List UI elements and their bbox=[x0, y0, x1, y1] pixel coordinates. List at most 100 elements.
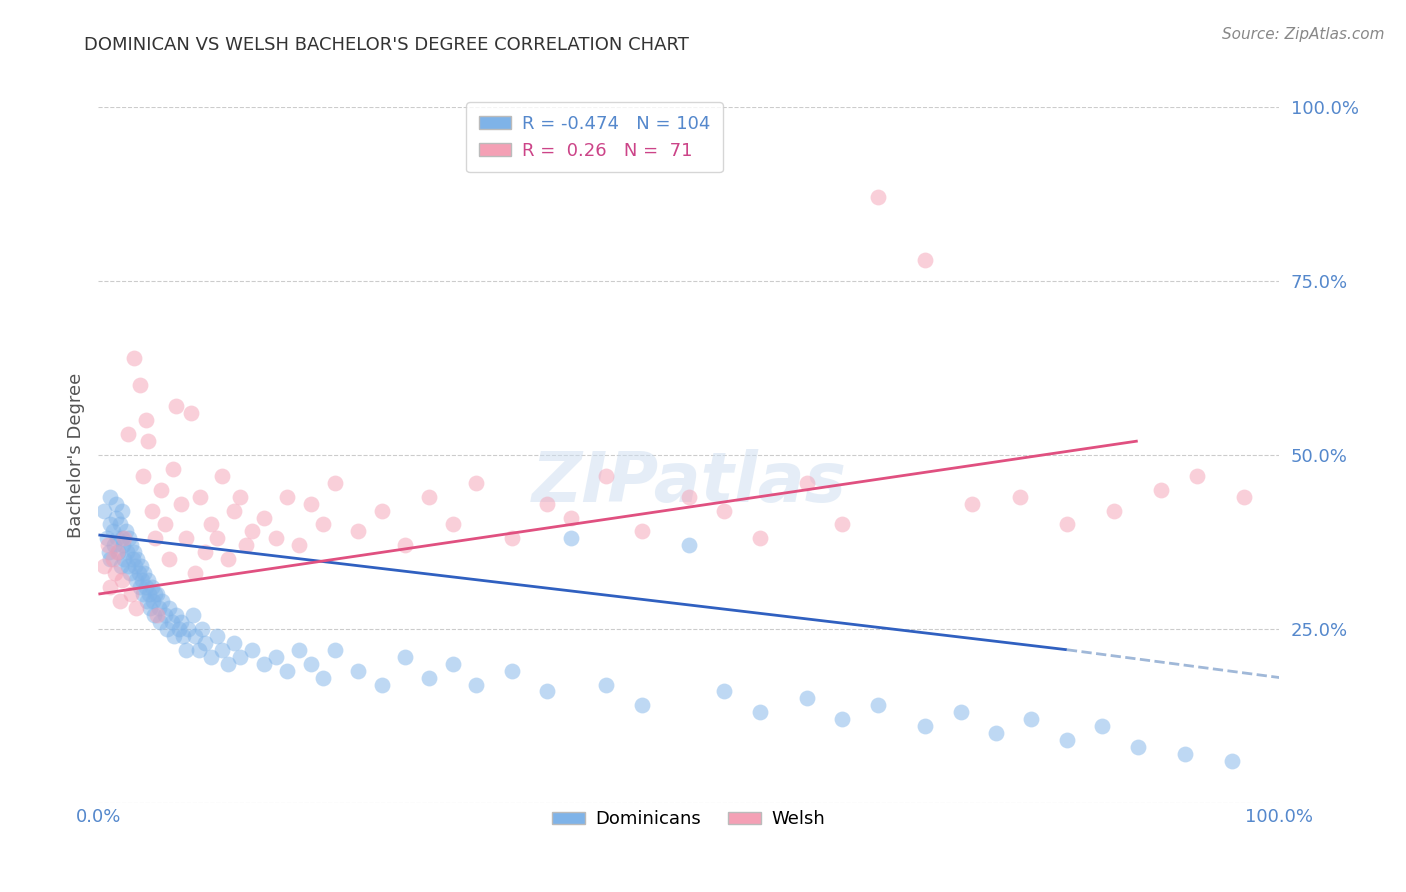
Point bbox=[93, 503, 115, 517]
Point bbox=[122, 351, 145, 365]
Point bbox=[713, 503, 735, 517]
Point bbox=[115, 545, 138, 559]
Point bbox=[217, 552, 239, 566]
Point bbox=[96, 532, 118, 546]
Point bbox=[536, 497, 558, 511]
Point bbox=[114, 524, 136, 539]
Point bbox=[141, 580, 163, 594]
Point bbox=[394, 649, 416, 664]
Legend: Dominicans, Welsh: Dominicans, Welsh bbox=[546, 803, 832, 836]
Point bbox=[117, 427, 139, 442]
Point bbox=[120, 566, 142, 581]
Point bbox=[1174, 747, 1197, 761]
Point bbox=[142, 607, 165, 622]
Point bbox=[101, 524, 124, 539]
Point bbox=[276, 490, 298, 504]
Point bbox=[129, 559, 152, 574]
Point bbox=[264, 532, 287, 546]
Point bbox=[713, 684, 735, 698]
Point bbox=[1233, 490, 1256, 504]
Text: DOMINICAN VS WELSH BACHELOR'S DEGREE CORRELATION CHART: DOMINICAN VS WELSH BACHELOR'S DEGREE COR… bbox=[84, 36, 689, 54]
Point bbox=[111, 503, 134, 517]
Point bbox=[107, 545, 129, 559]
Point bbox=[264, 649, 287, 664]
Point bbox=[143, 532, 166, 546]
Point bbox=[131, 573, 153, 587]
Point bbox=[1056, 733, 1078, 747]
Point bbox=[418, 671, 440, 685]
Point bbox=[127, 552, 149, 566]
Point bbox=[181, 607, 204, 622]
Point bbox=[98, 545, 121, 559]
Point bbox=[796, 691, 818, 706]
Point bbox=[128, 566, 150, 581]
Point bbox=[465, 475, 488, 490]
Point bbox=[678, 490, 700, 504]
Point bbox=[276, 664, 298, 678]
Point bbox=[177, 622, 200, 636]
Point bbox=[441, 657, 464, 671]
Point bbox=[104, 566, 127, 581]
Point bbox=[748, 706, 770, 720]
Point bbox=[172, 629, 194, 643]
Point bbox=[630, 524, 652, 539]
Point bbox=[122, 545, 145, 559]
Point bbox=[501, 532, 523, 546]
Point bbox=[191, 622, 214, 636]
Point bbox=[98, 580, 121, 594]
Point bbox=[174, 642, 197, 657]
Point bbox=[194, 545, 217, 559]
Point bbox=[240, 642, 263, 657]
Point bbox=[98, 517, 121, 532]
Point bbox=[1008, 490, 1031, 504]
Point bbox=[124, 559, 146, 574]
Point bbox=[914, 253, 936, 268]
Point bbox=[108, 594, 131, 608]
Point bbox=[105, 545, 128, 559]
Point bbox=[150, 483, 173, 497]
Point bbox=[105, 532, 128, 546]
Point bbox=[105, 497, 128, 511]
Point bbox=[678, 538, 700, 552]
Point bbox=[128, 580, 150, 594]
Point bbox=[312, 517, 335, 532]
Point bbox=[141, 503, 163, 517]
Point bbox=[323, 475, 346, 490]
Point bbox=[184, 566, 207, 581]
Point bbox=[560, 510, 582, 524]
Point bbox=[146, 607, 169, 622]
Point bbox=[93, 559, 115, 574]
Point bbox=[347, 664, 370, 678]
Point bbox=[117, 559, 139, 574]
Point bbox=[121, 587, 143, 601]
Point bbox=[156, 622, 179, 636]
Point bbox=[299, 657, 322, 671]
Point bbox=[1185, 468, 1208, 483]
Point bbox=[1102, 503, 1125, 517]
Point bbox=[1150, 483, 1173, 497]
Point bbox=[157, 552, 180, 566]
Point bbox=[163, 629, 186, 643]
Point bbox=[441, 517, 464, 532]
Point bbox=[136, 573, 159, 587]
Point bbox=[132, 587, 155, 601]
Point bbox=[312, 671, 335, 685]
Point bbox=[125, 573, 148, 587]
Point bbox=[174, 532, 197, 546]
Point bbox=[138, 587, 160, 601]
Point bbox=[135, 594, 157, 608]
Point bbox=[288, 538, 311, 552]
Point bbox=[235, 538, 257, 552]
Point bbox=[101, 552, 124, 566]
Point bbox=[153, 607, 176, 622]
Text: Source: ZipAtlas.com: Source: ZipAtlas.com bbox=[1222, 27, 1385, 42]
Point bbox=[630, 698, 652, 713]
Point bbox=[394, 538, 416, 552]
Point bbox=[165, 399, 187, 413]
Point bbox=[187, 642, 209, 657]
Point bbox=[914, 719, 936, 733]
Point bbox=[224, 636, 246, 650]
Point bbox=[98, 552, 121, 566]
Point bbox=[1021, 712, 1043, 726]
Point bbox=[1056, 517, 1078, 532]
